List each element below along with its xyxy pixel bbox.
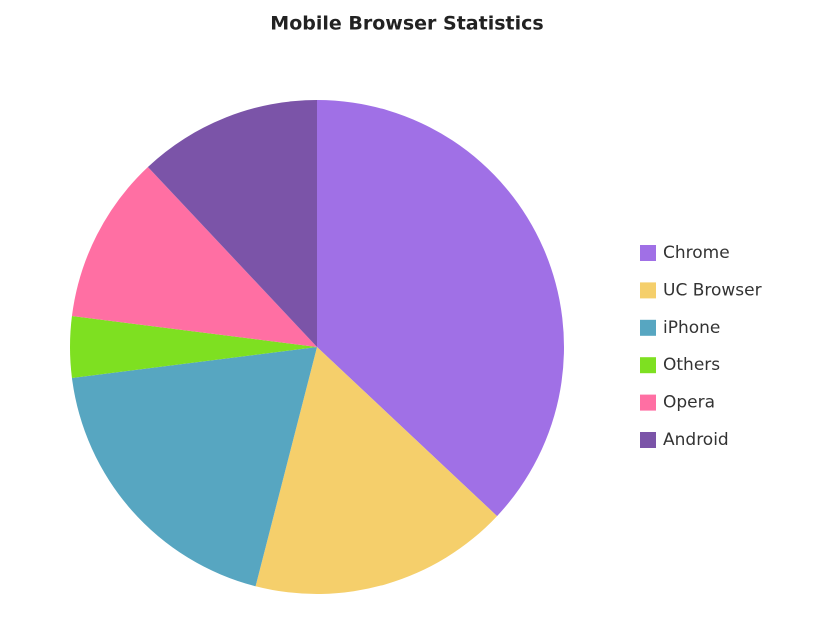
legend-label: Android [663,430,729,450]
legend-label: Opera [663,393,715,413]
legend-swatch [640,319,656,336]
pie-slice [71,347,318,587]
legend-swatch [640,394,656,411]
legend-label: iPhone [663,318,720,338]
legend-swatch [640,245,656,261]
chart-title: Mobile Browser Statistics [270,13,543,35]
pie-slice [147,100,317,347]
legend-swatch [640,432,656,448]
legend-swatch [640,282,656,299]
pie-slice [71,166,318,347]
pie-slice [70,316,317,378]
legend-label: UC Browser [663,280,762,300]
legend-label: Chrome [663,243,730,263]
legend-label: Others [663,355,720,375]
pie-slice [317,100,564,517]
legend-swatch [640,357,656,374]
pie-slice [255,347,498,594]
